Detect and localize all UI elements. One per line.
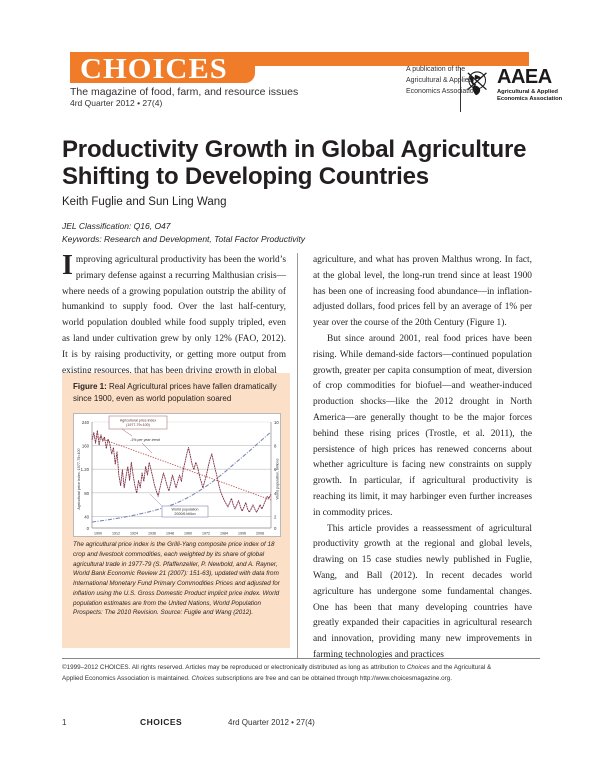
svg-text:40: 40 [84,514,89,519]
svg-text:(1977-79=100): (1977-79=100) [126,423,150,427]
svg-text:World population, billions: World population, billions [276,458,280,499]
svg-text:0: 0 [274,526,277,531]
svg-text:Agricultural price index, 1977: Agricultural price index, 1977-79=100 [77,448,81,509]
svg-text:1948: 1948 [166,532,174,536]
svg-text:10: 10 [274,420,279,425]
svg-text:80: 80 [84,491,89,496]
svg-text:2000/6 billion: 2000/6 billion [174,512,195,516]
svg-text:1900: 1900 [94,532,102,536]
svg-text:240: 240 [82,420,90,425]
svg-text:0: 0 [87,526,90,531]
svg-text:Agricultural price index: Agricultural price index [120,419,157,423]
svg-text:1936: 1936 [148,532,156,536]
svg-text:8: 8 [274,444,277,449]
svg-text:1996: 1996 [238,532,246,536]
svg-text:1912: 1912 [112,532,120,536]
svg-text:1984: 1984 [220,532,228,536]
svg-text:1972: 1972 [202,532,210,536]
svg-text:160: 160 [82,444,90,449]
svg-text:1924: 1924 [130,532,138,536]
svg-text:2008: 2008 [256,532,264,536]
svg-text:2: 2 [274,514,277,519]
svg-text:1960: 1960 [184,532,192,536]
svg-text:1.20: 1.20 [81,467,90,472]
svg-text:-1% per year trend: -1% per year trend [130,438,161,442]
